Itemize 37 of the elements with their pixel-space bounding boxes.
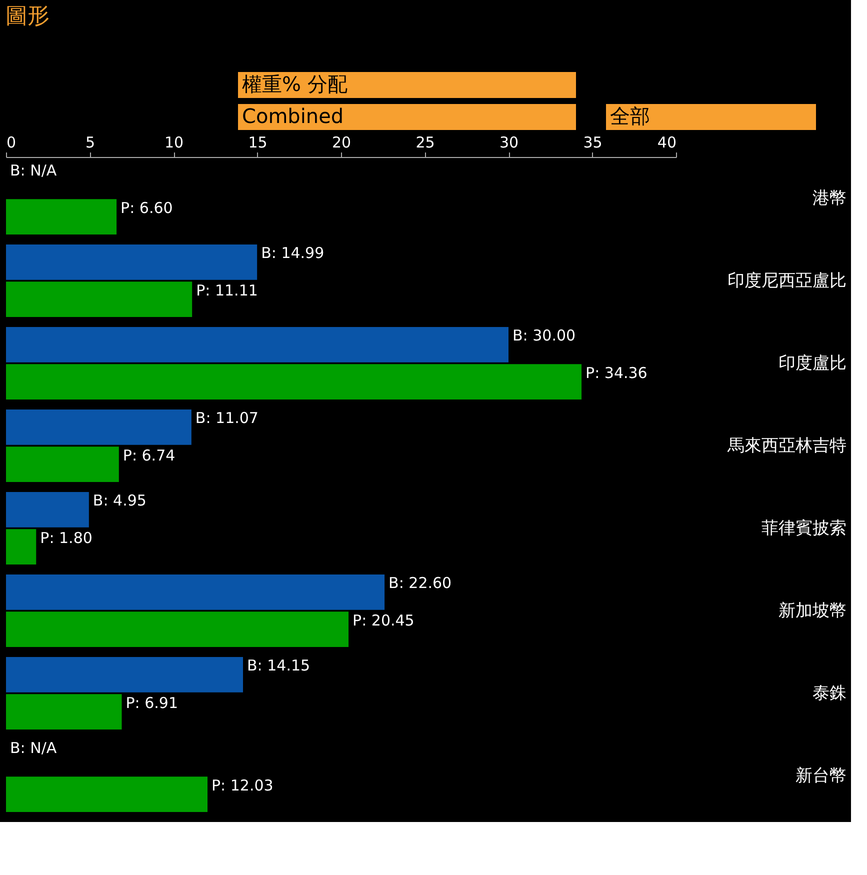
y-tick-label: 印度盧比 — [778, 353, 846, 374]
chart-title: 圖形 — [6, 4, 50, 29]
x-tick-label: 5 — [85, 134, 96, 152]
data-label: B: 30.00 — [512, 326, 576, 345]
data-label: B: 11.07 — [195, 409, 258, 428]
x-tick-label: 40 — [657, 134, 676, 152]
y-tick-label: 菲律賓披索 — [762, 518, 846, 538]
data-label: P: 12.03 — [212, 776, 274, 794]
x-tick-label: 35 — [583, 134, 602, 152]
data-label: P: 11.11 — [196, 281, 258, 300]
text: 權重% 分配 — [242, 72, 348, 96]
y-tick-label: 馬來西亞林吉特 — [726, 436, 846, 456]
data-label: P: 1.80 — [40, 528, 92, 547]
data-label: P: 34.36 — [586, 364, 648, 382]
x-tick-label: 15 — [248, 134, 268, 152]
data-label: P: 6.60 — [120, 198, 173, 217]
y-tick-label: 新台幣 — [796, 766, 846, 786]
x-tick-label: 20 — [332, 134, 352, 152]
data-label: B: 14.15 — [247, 656, 310, 675]
y-tick-label: 印度尼西亞盧比 — [728, 270, 846, 291]
y-tick-label: 新加坡幣 — [778, 600, 846, 621]
x-tick-label: 30 — [499, 134, 519, 152]
data-label: P: 20.45 — [352, 611, 414, 630]
x-tick-label: 0 — [6, 134, 16, 152]
data-label: B: 4.95 — [92, 492, 146, 510]
text: B: N/A — [10, 739, 57, 758]
data-label: P: 6.74 — [122, 446, 176, 464]
text: B: N/A — [10, 162, 57, 180]
text: Combined — [242, 104, 344, 128]
data-label: B: 14.99 — [261, 244, 324, 262]
data-label: P: 6.91 — [126, 694, 178, 712]
data-label: B: 22.60 — [388, 574, 452, 592]
x-tick-label: 10 — [164, 134, 184, 152]
text: 全部 — [610, 104, 650, 128]
x-tick-label: 25 — [416, 134, 435, 152]
y-tick-label: 港幣 — [812, 188, 846, 208]
y-tick-label: 泰銖 — [812, 683, 846, 704]
